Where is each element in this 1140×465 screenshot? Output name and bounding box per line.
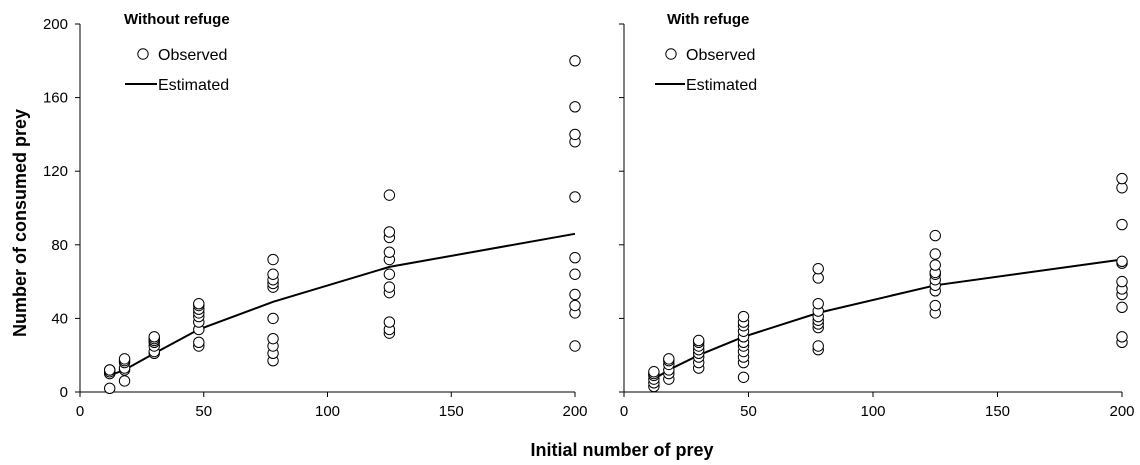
legend-observed-marker (137, 48, 149, 60)
observed-point (648, 366, 660, 378)
x-tick-label: 200 (1109, 403, 1134, 420)
observed-point (383, 189, 396, 201)
x-tick-label: 0 (620, 403, 628, 420)
x-tick-label: 200 (562, 403, 587, 420)
observed-point (929, 248, 941, 260)
observed-point (383, 226, 396, 238)
observed-point (812, 340, 824, 352)
observed-point (267, 253, 279, 266)
observed-point (569, 340, 581, 352)
legend-observed-label: Observed (686, 47, 755, 64)
estimated-line (653, 258, 1123, 380)
legend-observed-marker (665, 48, 677, 60)
legend-observed-label: Observed (158, 47, 227, 64)
y-tick-label: 200 (43, 16, 68, 33)
observed-point (1116, 218, 1128, 231)
observed-point (148, 331, 160, 343)
estimated-line (109, 232, 576, 377)
x-tick-label: 150 (985, 403, 1010, 420)
observed-point (569, 101, 581, 113)
x-tick-label: 50 (195, 403, 212, 420)
observed-point (267, 312, 279, 325)
observed-point (929, 229, 941, 242)
legend-estimated-label: Estimated (686, 77, 757, 94)
observed-point (569, 299, 581, 312)
observed-point (104, 382, 116, 395)
observed-point (104, 364, 116, 376)
panel-title: Without refuge (124, 11, 230, 28)
observed-point (569, 268, 581, 280)
observed-point (812, 297, 824, 310)
observed-point (193, 297, 205, 310)
observed-point (267, 332, 279, 345)
observed-point (929, 259, 941, 271)
x-tick-label: 150 (439, 403, 464, 420)
y-tick-label: 120 (43, 163, 68, 180)
observed-point (1116, 275, 1128, 288)
observed-point (929, 299, 941, 312)
observed-point (1116, 301, 1128, 314)
observed-point (569, 251, 581, 264)
observed-point (193, 336, 205, 349)
observed-point (737, 310, 750, 323)
observed-point (1116, 172, 1128, 185)
x-tick-label: 100 (860, 403, 885, 420)
panel-with-refuge: 0 50 100 150 200 With refuge Observed Estimated (619, 11, 1135, 420)
observed-point (569, 128, 581, 141)
observed-point (267, 268, 279, 280)
observed-point (383, 246, 396, 258)
y-axis-title: Number of consumed prey (10, 109, 30, 337)
x-tick-label: 100 (315, 403, 340, 420)
x-tick-label: 0 (76, 403, 84, 420)
x-axis-title: Initial number of prey (530, 440, 713, 460)
observed-point (118, 375, 131, 387)
x-tick-label: 50 (740, 403, 757, 420)
observed-point (693, 334, 705, 347)
y-tick-label: 80 (51, 237, 68, 254)
observed-point (569, 55, 581, 67)
observed-point (1116, 331, 1128, 343)
observed-point (663, 353, 675, 365)
y-tick-label: 40 (51, 310, 68, 327)
panel-without-refuge: 0 40 80 120 160 200 0 50 100 150 200 Without refuge… (43, 11, 588, 420)
observed-point (383, 281, 396, 293)
observed-point (118, 353, 131, 365)
observed-point (383, 316, 396, 328)
observed-point (812, 263, 824, 275)
panel-title: With refuge (667, 11, 749, 28)
legend-estimated-label: Estimated (158, 77, 229, 94)
observed-point (383, 268, 396, 280)
y-tick-label: 0 (60, 384, 68, 401)
observed-point (1116, 255, 1128, 268)
observed-point (569, 288, 581, 301)
observed-point (569, 191, 581, 203)
observed-point (737, 371, 750, 383)
y-tick-label: 160 (43, 90, 68, 107)
